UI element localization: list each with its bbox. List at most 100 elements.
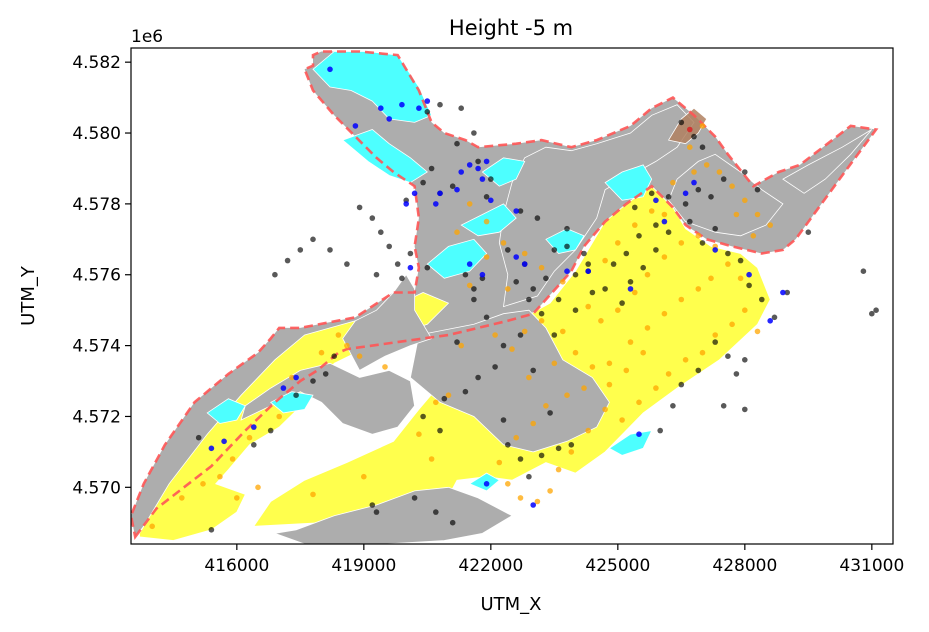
orange-point bbox=[648, 208, 655, 214]
black-point bbox=[572, 307, 579, 314]
black-point bbox=[492, 364, 498, 370]
black-point bbox=[564, 225, 570, 232]
black-point bbox=[695, 186, 702, 193]
black-point bbox=[526, 473, 532, 480]
blue-point bbox=[399, 101, 405, 108]
blue-point bbox=[466, 261, 473, 267]
black-point bbox=[293, 392, 299, 399]
blue-point bbox=[378, 105, 384, 111]
black-point bbox=[627, 279, 634, 285]
black-point bbox=[619, 300, 625, 306]
blue-point bbox=[483, 158, 490, 165]
orange-point bbox=[632, 289, 638, 296]
orange-point bbox=[344, 342, 350, 349]
black-point bbox=[695, 367, 702, 374]
study-area-boundary bbox=[131, 50, 879, 541]
axes-frame bbox=[130, 47, 894, 545]
orange-point bbox=[530, 420, 536, 427]
black-point bbox=[441, 395, 448, 402]
black-point bbox=[678, 119, 685, 126]
orange-point bbox=[716, 169, 723, 175]
black-point bbox=[657, 427, 663, 434]
black-point bbox=[678, 381, 685, 388]
black-point bbox=[449, 519, 456, 526]
orange-point bbox=[585, 427, 591, 434]
y-tick-label: 4.580 bbox=[72, 124, 121, 144]
black-point bbox=[517, 208, 524, 214]
orange-point bbox=[217, 473, 223, 480]
zone-cyan-18 bbox=[608, 430, 653, 456]
black-point bbox=[742, 169, 748, 175]
black-point bbox=[589, 289, 596, 296]
orange-point bbox=[276, 413, 283, 420]
orange-point bbox=[483, 254, 490, 260]
black-point bbox=[530, 286, 536, 292]
orange-point bbox=[598, 318, 604, 324]
black-point bbox=[500, 342, 507, 349]
orange-point bbox=[703, 162, 710, 168]
black-point bbox=[399, 275, 405, 282]
black-point bbox=[356, 204, 363, 211]
orange-point bbox=[466, 201, 473, 207]
black-point bbox=[458, 105, 465, 111]
black-point bbox=[310, 378, 316, 384]
black-point bbox=[720, 176, 727, 182]
orange-point bbox=[513, 434, 519, 441]
black-point bbox=[585, 261, 591, 267]
orange-point bbox=[466, 282, 473, 289]
black-point bbox=[195, 434, 202, 441]
blue-point bbox=[280, 385, 287, 391]
x-tick-label: 419000 bbox=[331, 556, 396, 576]
orange-point bbox=[560, 328, 566, 335]
orange-point bbox=[200, 481, 206, 487]
black-point bbox=[784, 289, 790, 296]
orange-point bbox=[691, 169, 697, 175]
black-point bbox=[437, 427, 443, 434]
zone-cyan-16 bbox=[206, 398, 246, 424]
blue-point bbox=[352, 123, 359, 129]
blue-point bbox=[653, 197, 659, 204]
orange-point bbox=[695, 286, 702, 292]
black-point bbox=[720, 403, 727, 409]
blue-point bbox=[780, 289, 786, 296]
zone-gray-6 bbox=[782, 129, 873, 194]
x-axis-label: UTM_X bbox=[480, 594, 541, 615]
black-point bbox=[483, 194, 490, 200]
orange-point bbox=[602, 406, 608, 413]
black-point bbox=[488, 176, 494, 182]
blue-point bbox=[437, 190, 443, 197]
black-point bbox=[699, 240, 706, 246]
orange-point bbox=[708, 275, 714, 282]
orange-point bbox=[737, 275, 744, 282]
orange-point bbox=[433, 399, 439, 406]
black-point bbox=[555, 445, 562, 452]
orange-point bbox=[445, 392, 452, 399]
x-tick-label: 428000 bbox=[712, 556, 777, 576]
orange-point bbox=[678, 240, 685, 246]
black-point bbox=[712, 339, 718, 345]
black-point bbox=[322, 371, 329, 377]
black-point bbox=[530, 367, 536, 374]
blue-point bbox=[483, 481, 490, 487]
black-point bbox=[500, 417, 507, 423]
orange-point bbox=[229, 456, 236, 462]
black-point bbox=[771, 314, 778, 321]
black-point bbox=[610, 261, 617, 267]
orange-point bbox=[246, 434, 253, 441]
x-tick-label: 416000 bbox=[204, 556, 269, 576]
blue-point bbox=[521, 261, 528, 267]
black-point bbox=[331, 353, 338, 360]
black-point bbox=[420, 179, 426, 186]
black-point bbox=[505, 442, 511, 448]
black-point bbox=[742, 357, 748, 363]
y-axis-label: UTM_Y bbox=[18, 265, 39, 326]
black-point bbox=[725, 353, 731, 360]
black-point bbox=[691, 133, 697, 140]
orange-point bbox=[695, 233, 702, 239]
orange-point bbox=[615, 240, 621, 246]
black-point bbox=[373, 271, 380, 278]
black-point bbox=[297, 247, 304, 253]
orange-point bbox=[729, 183, 735, 189]
orange-point bbox=[149, 523, 155, 530]
